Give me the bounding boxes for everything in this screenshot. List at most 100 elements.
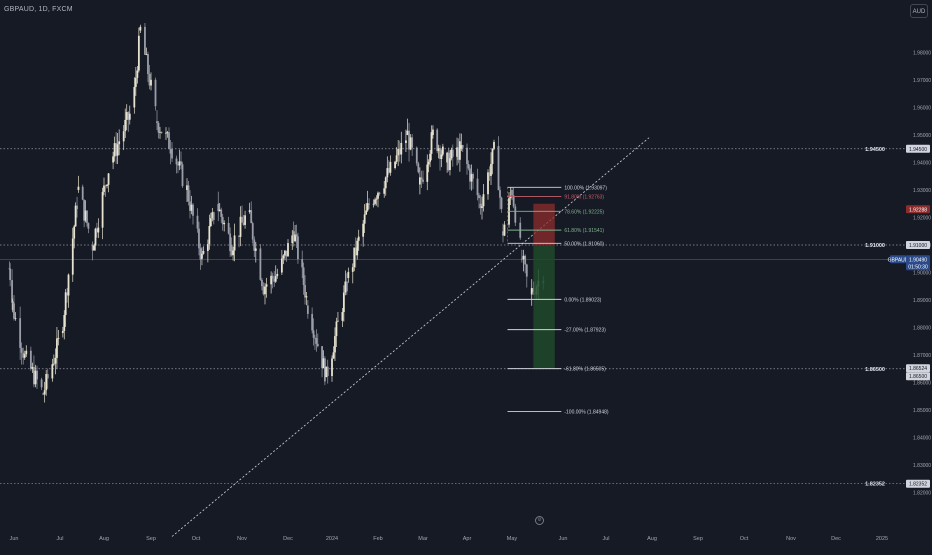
y-tick-label: 1.98000: [913, 51, 931, 57]
candle-body: [366, 203, 369, 211]
candle-body: [178, 161, 181, 166]
candle-body: [233, 235, 236, 251]
candle-body: [514, 206, 517, 223]
candle-body: [73, 226, 76, 239]
candle-body: [509, 195, 512, 199]
candle-body: [394, 161, 396, 168]
candle-body: [157, 122, 160, 133]
candle-body: [322, 358, 325, 369]
price-tag-text: 1.86524: [909, 366, 927, 372]
candle-body: [451, 149, 454, 157]
candle-body: [198, 228, 200, 249]
candle-body: [270, 275, 273, 285]
y-tick-label: 1.86000: [913, 381, 931, 387]
candle-body: [76, 205, 78, 210]
candle-body: [436, 129, 439, 152]
x-tick-label: Nov: [786, 536, 796, 542]
candle-body: [160, 131, 163, 133]
candle-body: [239, 216, 242, 237]
x-tick-label: Oct: [740, 536, 749, 542]
candle-body: [441, 146, 444, 155]
candle-body: [42, 393, 45, 395]
x-tick-label: Jul: [602, 536, 609, 542]
candle-body: [305, 296, 308, 298]
candle-body: [87, 223, 90, 229]
candle-body: [294, 234, 296, 242]
candle-body: [427, 161, 430, 165]
candle-body: [347, 271, 350, 278]
candle-body: [418, 177, 421, 185]
candle-body: [220, 209, 223, 217]
candle-body: [31, 367, 34, 369]
candle-body: [52, 363, 55, 365]
candle-body: [186, 185, 188, 190]
fib-level-label: -61.80% (1.86505): [564, 367, 606, 373]
settings-gear-icon[interactable]: ⚙: [535, 516, 544, 525]
candle-body: [363, 214, 366, 224]
x-tick-label: May: [507, 536, 518, 542]
candle-body: [40, 379, 43, 388]
candles: [8, 22, 545, 403]
price-tag-text: 1.90490: [909, 257, 927, 263]
candle-body: [139, 26, 142, 31]
candle-body: [145, 54, 148, 55]
x-tick-label: Jun: [10, 536, 19, 542]
candle-body: [134, 77, 137, 87]
candle-body: [325, 366, 328, 377]
candle-body: [45, 374, 48, 391]
candle-body: [54, 357, 57, 364]
candle-body: [306, 305, 309, 314]
fib-level-label: 0.00% (1.89023): [564, 297, 601, 303]
candle-body: [297, 236, 299, 260]
candle-body: [232, 250, 234, 256]
candle-body: [469, 168, 471, 182]
candle-body: [456, 147, 458, 157]
candle-body: [51, 364, 54, 379]
candle-body: [227, 222, 230, 234]
y-tick-label: 1.84000: [913, 436, 931, 442]
candle-body: [46, 374, 49, 379]
candle-body: [175, 158, 178, 165]
candle-body: [238, 235, 240, 237]
candle-body: [459, 141, 461, 160]
candle-body: [12, 302, 15, 304]
x-tick-label: Oct: [192, 536, 201, 542]
candle-body: [29, 350, 32, 369]
candle-body: [417, 163, 420, 173]
price-tag: [906, 205, 930, 214]
candle-body: [420, 177, 423, 180]
candle-body: [472, 174, 474, 179]
candle-body: [83, 199, 86, 221]
candle-body: [9, 268, 12, 281]
candle-body: [440, 154, 443, 159]
candle-body: [324, 358, 326, 382]
candle-body: [159, 131, 161, 133]
candle-body: [19, 318, 22, 348]
candle-body: [61, 330, 64, 333]
candle-body: [165, 132, 167, 134]
y-tick-label: 1.85000: [913, 408, 931, 414]
candle-body: [242, 222, 245, 225]
candle-body: [301, 259, 304, 268]
candle-body: [57, 337, 60, 339]
y-tick-label: 1.90000: [913, 271, 931, 277]
candle-body: [525, 264, 528, 277]
candle-body: [124, 119, 127, 132]
candle-body: [11, 280, 13, 303]
candle-body: [94, 228, 97, 246]
candle-body: [77, 186, 80, 190]
candle-body: [144, 26, 146, 55]
candle-body: [450, 149, 453, 159]
candle-body: [251, 223, 254, 240]
candle-body: [180, 161, 182, 165]
candle-body: [36, 370, 38, 380]
candle-body: [250, 210, 253, 224]
candle-body: [253, 239, 256, 251]
level-price-text: 1.91000: [865, 243, 885, 249]
candle-body: [248, 210, 251, 212]
candle-body: [156, 121, 158, 123]
currency-button[interactable]: AUD: [910, 4, 928, 18]
candle-body: [398, 148, 401, 155]
